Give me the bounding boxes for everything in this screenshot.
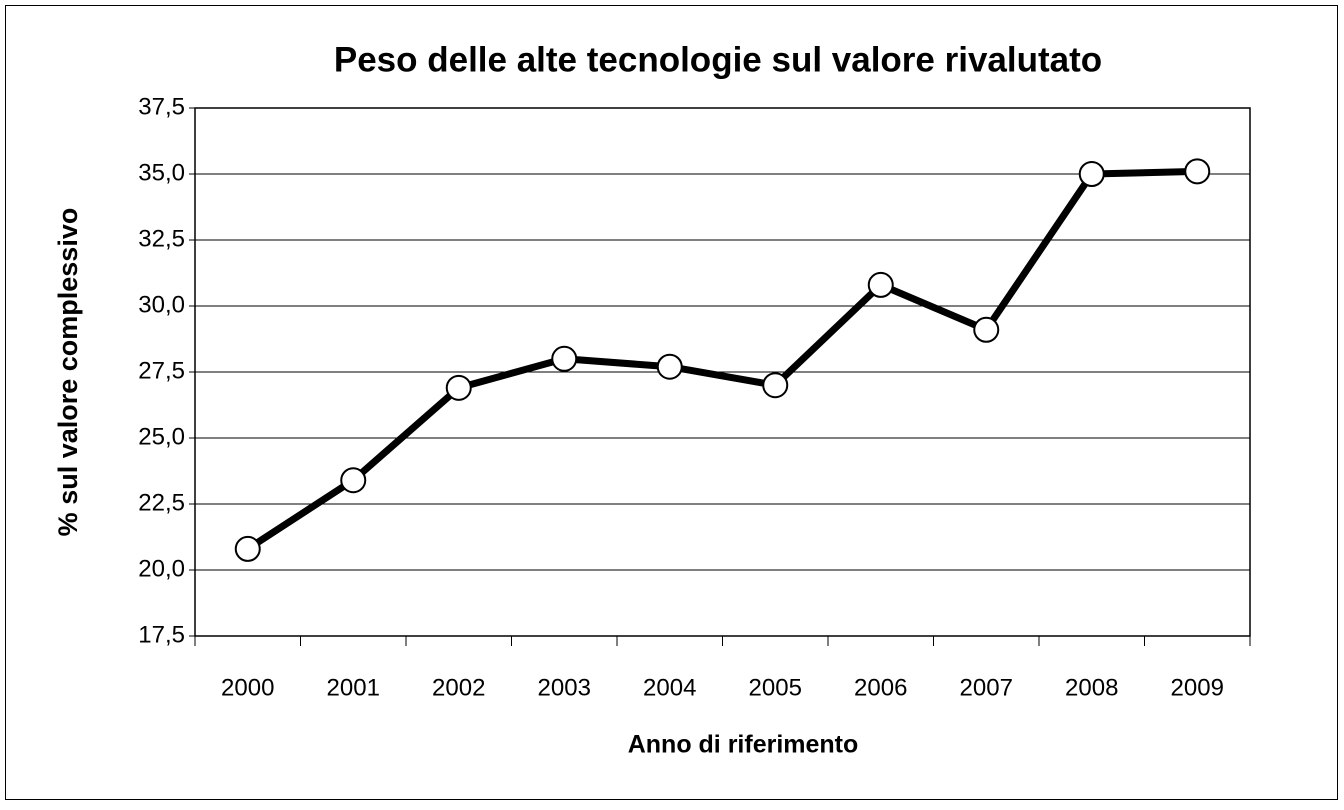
x-tick-label: 2000 [221, 674, 274, 701]
data-point [340, 467, 367, 494]
x-axis-label: Anno di riferimento [628, 731, 859, 759]
data-line [245, 167, 1198, 552]
data-point [762, 372, 789, 399]
y-tick-label: 27,5 [138, 357, 185, 384]
data-point [1078, 161, 1105, 187]
y-tick-label: 32,5 [138, 225, 185, 252]
data-point [551, 345, 578, 372]
x-tick-label: 2001 [327, 674, 380, 701]
x-tick-label: 2002 [432, 674, 485, 701]
x-tick-label: 2003 [538, 674, 591, 701]
y-tick-label: 22,5 [138, 489, 185, 516]
chart-title: Peso delle alte tecnologie sul valore ri… [334, 40, 1102, 79]
data-point [445, 374, 472, 401]
x-tick-label: 2004 [643, 674, 696, 701]
y-tick-label: 25,0 [138, 423, 185, 450]
data-point [1184, 158, 1211, 185]
x-tick-label: 2007 [960, 674, 1013, 701]
data-point [867, 271, 894, 298]
x-tick-label: 2006 [854, 674, 907, 701]
data-point [234, 535, 261, 562]
x-tick-label: 2009 [1171, 674, 1224, 701]
y-tick-label: 17,5 [138, 621, 185, 648]
data-point [973, 316, 1000, 343]
y-tick-label: 30,0 [138, 291, 185, 318]
y-axis-label: % sul valore complessivo [53, 208, 83, 537]
x-tick-label: 2005 [749, 674, 802, 701]
y-tick-label: 35,0 [138, 159, 185, 186]
y-tick-label: 37,5 [138, 93, 185, 120]
y-tick-label: 20,0 [138, 555, 185, 582]
chart-border [5, 5, 1338, 800]
data-point [656, 353, 683, 380]
x-tick-label: 2008 [1065, 674, 1118, 701]
